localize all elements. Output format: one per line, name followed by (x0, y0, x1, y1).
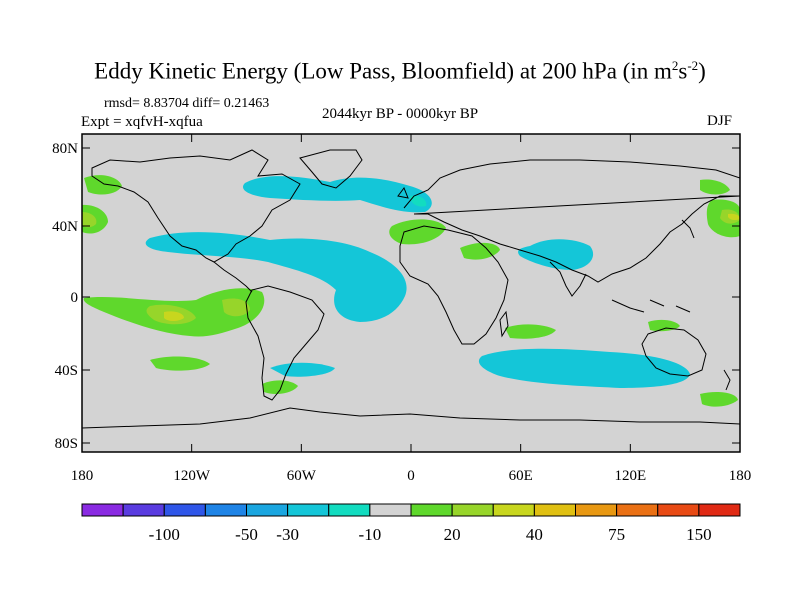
coast-japan (681, 219, 695, 239)
coast-india (549, 261, 587, 297)
coast-australia (641, 327, 707, 377)
coast-africa (399, 225, 509, 345)
coastlines (82, 149, 740, 429)
coast-eurasia (403, 159, 740, 283)
colorbar-swatch (451, 503, 494, 517)
colorbar-label: 75 (608, 525, 625, 544)
pos-region-southwest-pacific (700, 392, 738, 407)
colorbar-label: -30 (276, 525, 299, 544)
title-unit-s: s (678, 58, 688, 84)
colorbar-label: 40 (526, 525, 543, 544)
colorbar-swatch (163, 503, 206, 517)
period-label: 2044kyr BP - 0000kyr BP (322, 106, 479, 122)
title-sup-2: -2 (687, 58, 699, 73)
lon-label: 120W (173, 468, 211, 484)
lat-label: 80S (55, 436, 78, 452)
colorbar-swatch (410, 503, 453, 517)
pos-region-alaska (84, 175, 122, 195)
coast-south-america (245, 285, 325, 401)
colorbar-swatch (575, 503, 618, 517)
coast-antarctica (82, 407, 740, 429)
colorbar-swatch (369, 503, 412, 517)
rmsd-label: rmsd= 8.83704 diff= 0.21463 (104, 96, 270, 111)
latitude-labels: 80N 40N 0 40S 80S (52, 141, 78, 452)
lon-label: 60W (287, 468, 317, 484)
colorbar-label: -10 (359, 525, 382, 544)
neg-core-north-atlantic (410, 195, 427, 207)
title-end: ) (698, 58, 706, 84)
colorbar-swatch (533, 503, 576, 517)
lon-label: 60E (509, 468, 533, 484)
title-text: Eddy Kinetic Energy (Low Pass, Bloomfiel… (94, 58, 672, 84)
colorbar-swatch (698, 503, 741, 517)
lat-label: 80N (52, 141, 78, 157)
lat-label: 40N (52, 219, 78, 235)
pos-region-south-africa (505, 324, 556, 339)
pos-region-pacific-north (700, 179, 730, 195)
coast-north-america (91, 149, 301, 263)
neg-region-central-atlantic (145, 232, 407, 322)
coast-new-zealand (723, 369, 731, 391)
lat-label: 40S (55, 363, 78, 379)
colorbar-swatch (492, 503, 535, 517)
longitude-ticks (81, 134, 741, 452)
coast-greenland (299, 149, 363, 189)
colorbar-label: -50 (235, 525, 258, 544)
pos-peak-pacific-northeast (728, 213, 740, 221)
lon-label: 180 (71, 468, 94, 484)
coast-central-america (213, 261, 253, 293)
pos-region-east-pacific-south (150, 356, 210, 371)
chart-title: Eddy Kinetic Energy (Low Pass, Bloomfiel… (0, 58, 800, 85)
season-label: DJF (707, 113, 733, 129)
pos-region-southern-ocean (262, 380, 298, 394)
colorbar-swatch (657, 503, 700, 517)
pos-core-pacific-northwest (82, 212, 97, 228)
lon-label: 120E (614, 468, 646, 484)
lat-label: 0 (71, 290, 79, 306)
lon-label: 0 (407, 468, 415, 484)
colorbar-swatch (287, 503, 330, 517)
colorbar-label: 150 (686, 525, 712, 544)
colorbar-label: -100 (149, 525, 180, 544)
experiment-label: Expt = xqfvH-xqfua (81, 114, 203, 130)
pos-core-tropical-pacific-east (222, 298, 250, 317)
neg-region-north-indian (518, 239, 594, 270)
colorbar-label: 20 (444, 525, 461, 544)
latitude-ticks (82, 147, 740, 444)
pos-region-middle-east (460, 242, 500, 260)
anomaly-fields (82, 175, 740, 407)
coast-madagascar (499, 310, 509, 338)
pos-region-north-africa (389, 219, 446, 245)
colorbar-swatch (246, 503, 289, 517)
colorbar-swatch (328, 503, 371, 517)
colorbar-swatch (204, 503, 247, 517)
colorbar-swatch (122, 503, 165, 517)
longitude-labels: 180 120W 60W 0 60E 120E 180 (71, 468, 752, 484)
coast-indonesia (611, 299, 691, 313)
coast-uk (397, 186, 409, 199)
title-sup-1: 2 (671, 58, 679, 73)
colorbar-swatch (616, 503, 659, 517)
pos-peak-tropical-pacific (164, 311, 184, 321)
neg-region-south-indian (478, 348, 690, 388)
lon-label: 180 (729, 468, 752, 484)
neg-region-north-atlantic (242, 176, 432, 213)
colorbar-swatch (81, 503, 124, 517)
